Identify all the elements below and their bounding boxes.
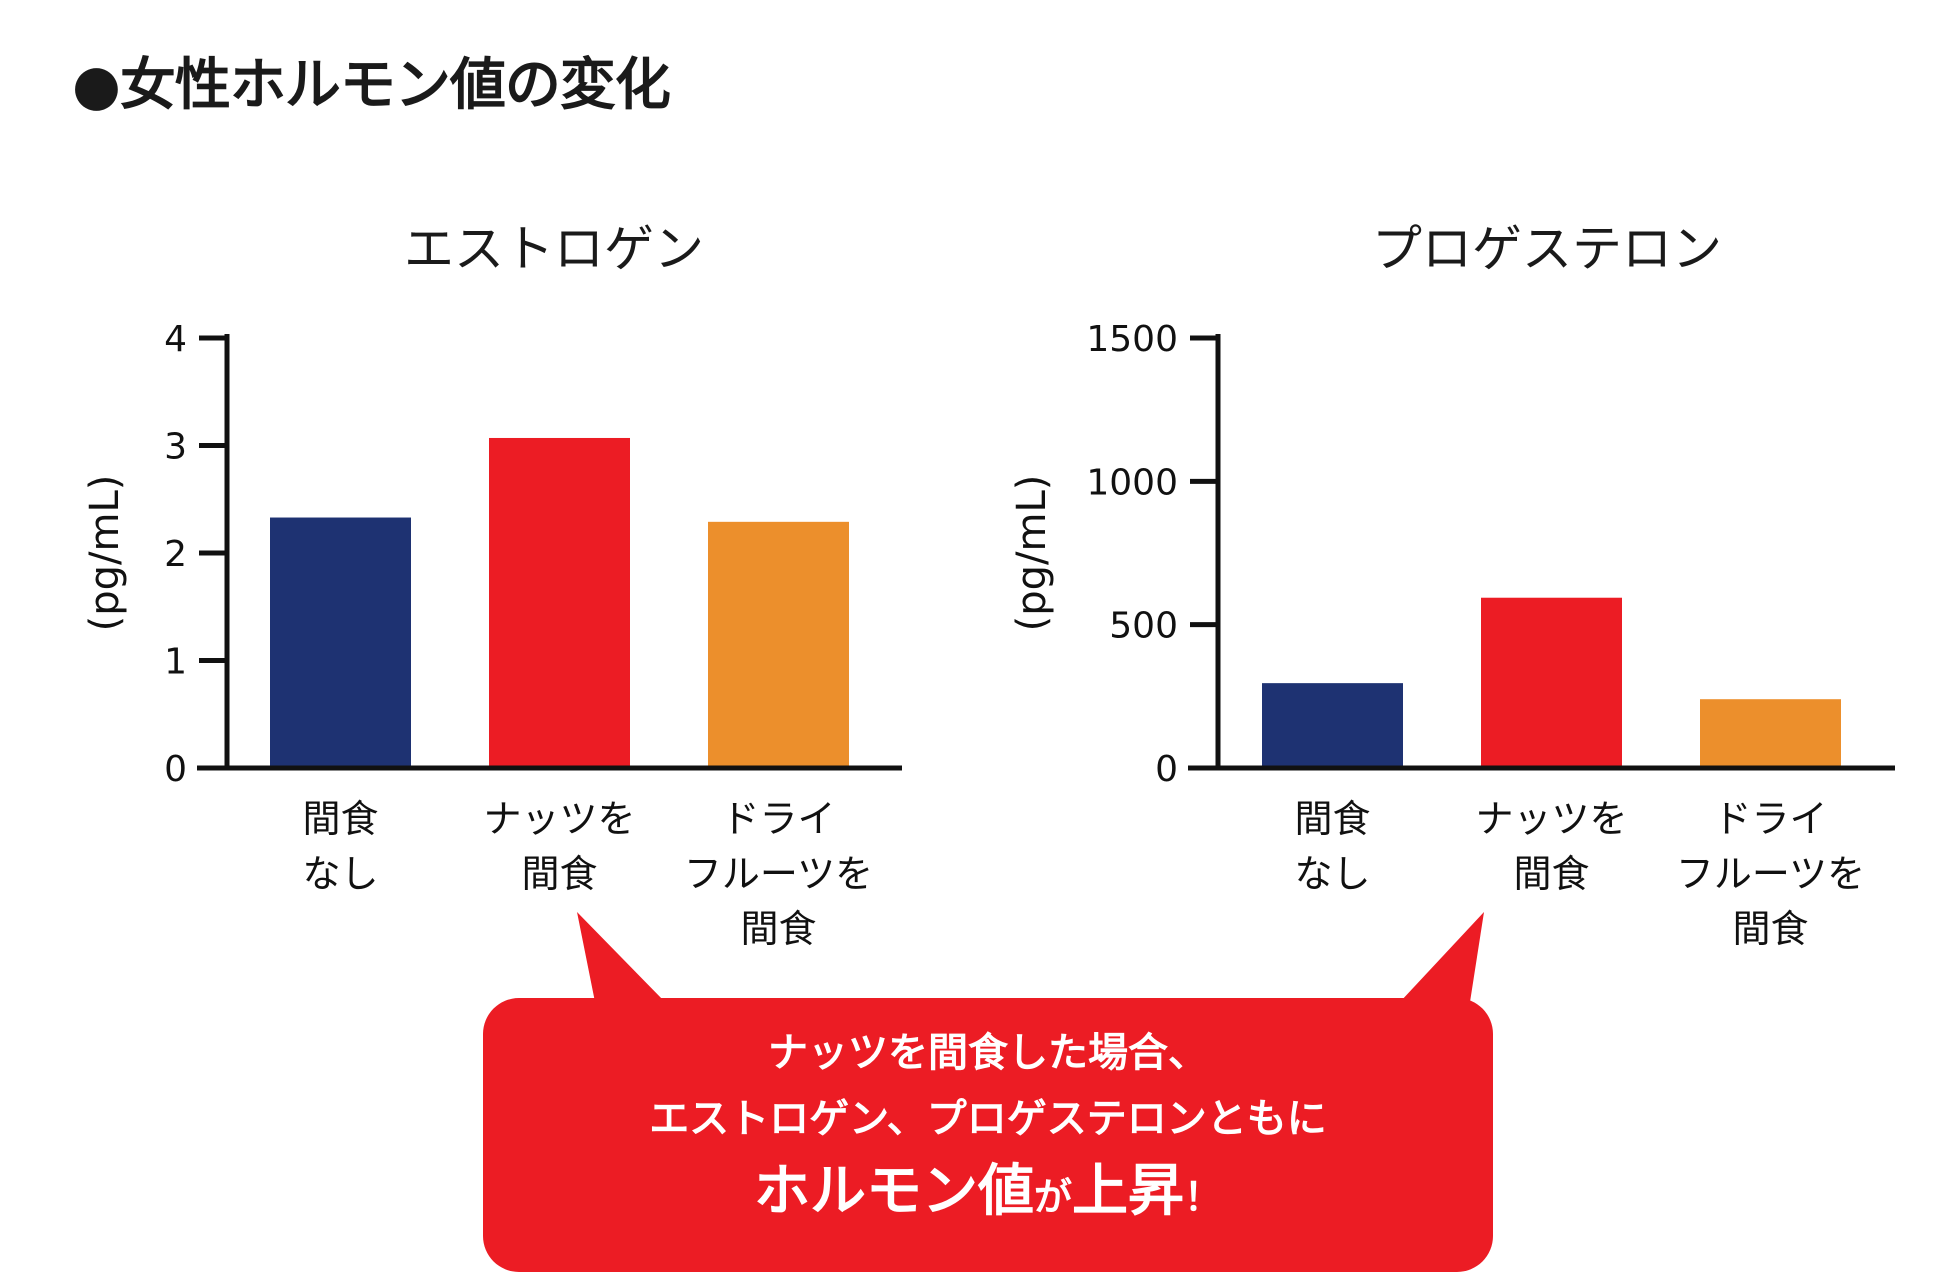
callout-line-2: エストロゲン、プロゲステロンともに (649, 1096, 1327, 1142)
progesterone-category-label-3-3: 間食 (1732, 907, 1808, 951)
progesterone-category-label-1-1: 間食 (1294, 797, 1370, 841)
estrogen-bar-1 (270, 517, 411, 768)
progesterone-category-label-3-2: フルーツを (1676, 852, 1865, 896)
estrogen-category-label-3-2: フルーツを (684, 852, 873, 896)
estrogen-y-tick-label-0: 0 (164, 749, 187, 790)
estrogen-y-axis-label: (pg/mL) (82, 475, 128, 632)
progesterone-bar-2 (1481, 597, 1622, 768)
callout-text: ナッツを間食した場合、 エストロゲン、プロゲステロンともに ホルモン値が上昇！ (483, 1000, 1493, 1270)
estrogen-category-label-1-2: なし (302, 852, 378, 896)
bar-charts: 01234(pg/mL)間食なしナッツを間食ドライフルーツを間食05001000… (82, 319, 1895, 951)
progesterone-category-label-2-2: 間食 (1513, 852, 1589, 896)
progesterone-y-axis-label: (pg/mL) (1009, 475, 1055, 632)
estrogen-category-label-1-1: 間食 (302, 797, 378, 841)
progesterone-category-label-3-1: ドライ (1713, 797, 1827, 841)
callout-emphasis-hormone: ホルモン値 (753, 1159, 1034, 1224)
callout-pointer-left (577, 912, 665, 1002)
estrogen-category-label-2-2: 間食 (521, 852, 597, 896)
callout-line-3: ホルモン値が上昇！ (483, 1152, 1493, 1237)
progesterone-bar-1 (1262, 683, 1403, 768)
progesterone-chart-title: プロゲステロン (1372, 220, 1722, 278)
progesterone-category-label-2-1: ナッツを (1475, 797, 1627, 841)
estrogen-y-tick-label-2: 2 (164, 534, 187, 575)
progesterone-y-tick-label-1: 500 (1109, 606, 1178, 647)
callout-line-1: ナッツを間食した場合、 (768, 1030, 1208, 1076)
page-title: ●女性ホルモン値の変化 (72, 53, 671, 118)
estrogen-bar-2 (489, 437, 630, 768)
callout-pointer-right (1400, 912, 1484, 1002)
estrogen-chart-title: エストロゲン (404, 220, 704, 278)
callout-box (483, 998, 1493, 1272)
estrogen-y-tick-label-4: 4 (164, 319, 187, 360)
estrogen-bar-3 (708, 521, 849, 768)
progesterone-y-tick-label-2: 1000 (1086, 462, 1178, 503)
estrogen-category-label-3-1: ドライ (721, 797, 835, 841)
progesterone-y-tick-label-0: 0 (1155, 749, 1178, 790)
callout-exclamation: ！ (1184, 1175, 1223, 1219)
estrogen-category-label-3-3: 間食 (740, 907, 816, 951)
progesterone-y-tick-label-3: 1500 (1086, 319, 1178, 360)
estrogen-category-label-2-1: ナッツを (483, 797, 635, 841)
progesterone-bar-3 (1700, 699, 1841, 768)
estrogen-y-tick-label-1: 1 (164, 642, 187, 683)
callout-particle: が (1033, 1175, 1072, 1219)
callout-emphasis-rise: 上昇 (1072, 1159, 1184, 1224)
progesterone-category-label-1-2: なし (1294, 852, 1370, 896)
estrogen-y-tick-label-3: 3 (164, 427, 187, 468)
